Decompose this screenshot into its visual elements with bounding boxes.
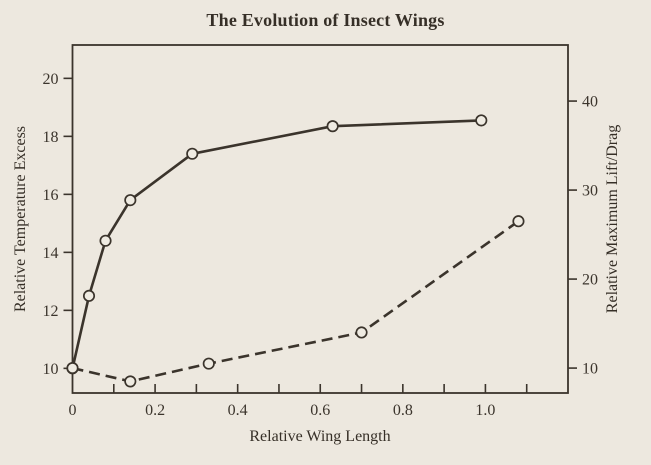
y-left-tick-label: 12 (43, 303, 59, 320)
relative-maximum-lift-drag-data-point-marker (66, 362, 79, 375)
relative-temperature-excess-data-point-marker (186, 147, 199, 160)
y-right-tick-label: 10 (582, 361, 598, 378)
x-tick-label: 0.2 (145, 402, 165, 419)
relative-temperature-excess-data-point-marker (124, 194, 137, 207)
x-tick-label: 1.0 (475, 402, 495, 419)
x-tick-label: 0.8 (393, 402, 413, 419)
x-tick-label: 0.6 (310, 402, 330, 419)
relative-temperature-excess-data-point-marker (99, 234, 112, 247)
y-left-tick-label: 18 (43, 129, 59, 146)
relative-maximum-lift-drag-data-point-marker (202, 357, 215, 370)
y-left-tick-label: 20 (43, 71, 59, 88)
x-tick-label: 0.4 (228, 402, 248, 419)
y-left-tick-label: 10 (43, 361, 59, 378)
y-left-tick-label: 14 (43, 245, 59, 262)
relative-temperature-excess-line (71, 119, 482, 369)
relative-maximum-lift-drag-line (72, 220, 520, 383)
y-right-tick-label: 30 (582, 183, 598, 200)
x-axis-label: Relative Wing Length (249, 428, 391, 445)
relative-maximum-lift-drag-data-point-marker (355, 326, 368, 339)
relative-maximum-lift-drag-data-point-marker (124, 375, 137, 388)
y-right-tick-label: 40 (582, 94, 598, 111)
chart-title: The Evolution of Insect Wings (206, 10, 445, 30)
relative-temperature-excess-data-point-marker (475, 114, 488, 127)
x-tick-label: 0 (69, 402, 77, 419)
relative-maximum-lift-drag-data-point-marker (512, 215, 525, 228)
y-right-tick-label: 20 (582, 272, 598, 289)
relative-temperature-excess-data-point-marker (82, 289, 96, 302)
plot-border (71, 44, 569, 394)
relative-temperature-excess-data-point-marker (326, 120, 339, 133)
y-left-tick-label: 16 (43, 187, 59, 204)
